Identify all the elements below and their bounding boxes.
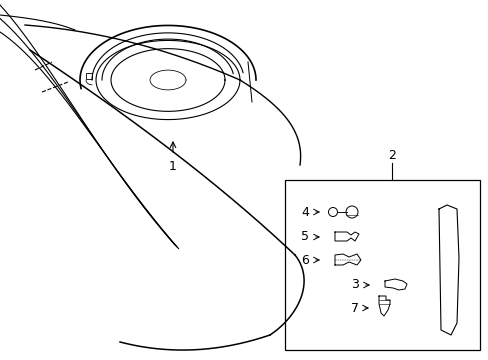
- Text: 3: 3: [350, 279, 358, 292]
- Text: 5: 5: [301, 230, 308, 243]
- Text: 7: 7: [350, 302, 358, 315]
- Bar: [285, 180, 479, 350]
- Bar: [86, 73, 92, 78]
- Text: 6: 6: [301, 253, 308, 266]
- Text: 4: 4: [301, 206, 308, 219]
- Text: 1: 1: [169, 160, 177, 173]
- Text: 2: 2: [387, 149, 395, 162]
